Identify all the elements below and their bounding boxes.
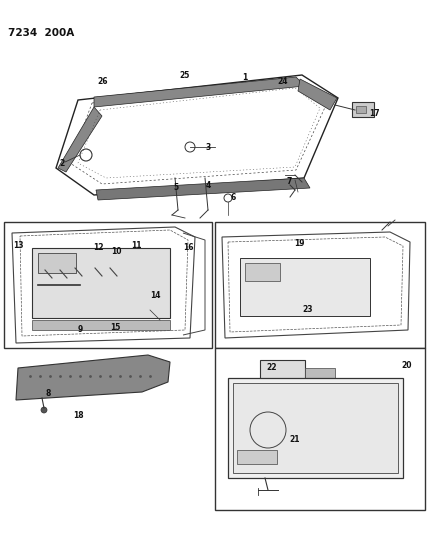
Text: 9: 9 [77,326,83,335]
Bar [4,222,212,348]
Text: 7: 7 [286,176,292,185]
Polygon shape [16,355,170,400]
Text: 17: 17 [369,109,379,117]
Bar [32,320,170,330]
Bar [228,378,403,478]
Text: 24: 24 [278,77,288,86]
Text: 8: 8 [45,389,51,398]
Text: 20: 20 [402,360,412,369]
Bar [305,368,335,380]
Text: 13: 13 [13,240,23,249]
Text: 3: 3 [205,143,211,152]
Bar [215,348,425,510]
Text: 2: 2 [59,158,65,167]
Text: 1: 1 [242,74,248,83]
Bar [215,222,425,348]
Bar [32,248,170,318]
Bar [356,106,366,113]
Polygon shape [96,178,310,200]
Bar [305,405,340,417]
Text: 22: 22 [267,364,277,373]
Text: 16: 16 [183,244,193,253]
Text: 4: 4 [205,181,211,190]
Text: 11: 11 [131,240,141,249]
Text: 21: 21 [290,435,300,445]
Text: 23: 23 [303,305,313,314]
Text: 18: 18 [73,410,83,419]
Text: 12: 12 [93,244,103,253]
Text: 10: 10 [111,247,121,256]
Bar [305,388,340,400]
Bar [237,450,277,464]
Text: 25: 25 [180,70,190,79]
Bar [38,253,76,273]
Text: 6: 6 [230,192,236,201]
Text: 14: 14 [150,290,160,300]
Text: 7234  200A: 7234 200A [8,28,74,38]
Text: 19: 19 [294,238,304,247]
Polygon shape [298,79,337,110]
Bar [233,383,398,473]
Bar [245,263,280,281]
Bar [240,258,370,316]
Text: 26: 26 [98,77,108,86]
Circle shape [41,407,47,413]
Text: 15: 15 [110,324,120,333]
Text: 5: 5 [173,182,178,191]
Bar [260,360,305,420]
Polygon shape [94,77,305,107]
Polygon shape [58,107,102,172]
Bar [352,102,374,117]
